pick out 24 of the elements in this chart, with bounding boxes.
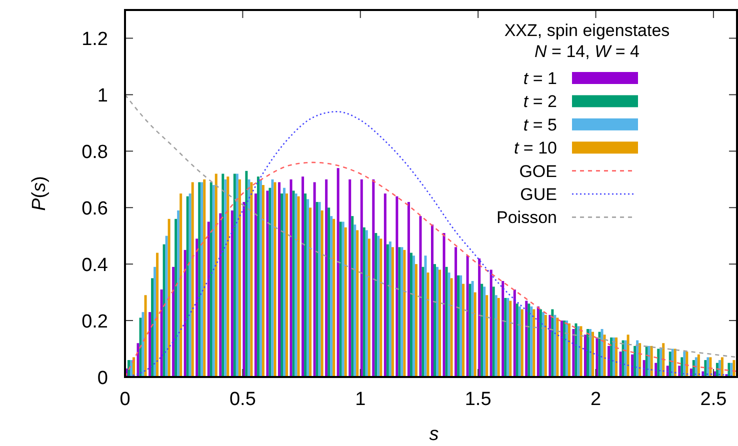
y-tick-label: 0.4 [82,255,108,276]
legend-label: t = 10 [514,138,557,158]
x-tick-label: 1 [355,389,366,410]
legend-label: Poisson [496,208,557,228]
legend-label: t = 1 [523,69,557,88]
x-tick-label: 2 [590,389,602,410]
y-axis-title: P(s) [29,176,50,211]
legend-label: t = 2 [523,92,557,112]
y-tick-label: 0 [97,368,108,389]
y-tick-label: 0.6 [82,198,108,220]
y-tick-label: 1 [97,86,108,107]
legend-label: t = 5 [523,115,557,134]
x-tick-label: 1.5 [464,389,492,410]
x-tick-label: 0 [120,389,130,410]
y-tick-label: 0.2 [82,312,108,333]
x-tick-label: 2.5 [700,389,727,410]
y-tick-label: 0.8 [82,142,108,164]
legend-title: XXZ, spin eigenstates N = 14, W = 4 [504,21,670,61]
x-tick-label: 0.5 [229,389,256,410]
legend-label: GUE [520,185,557,204]
y-tick-label: 1.2 [82,29,108,50]
x-axis-title: s [429,424,440,445]
line-series [124,162,738,378]
legend-label: GOE [519,162,557,181]
